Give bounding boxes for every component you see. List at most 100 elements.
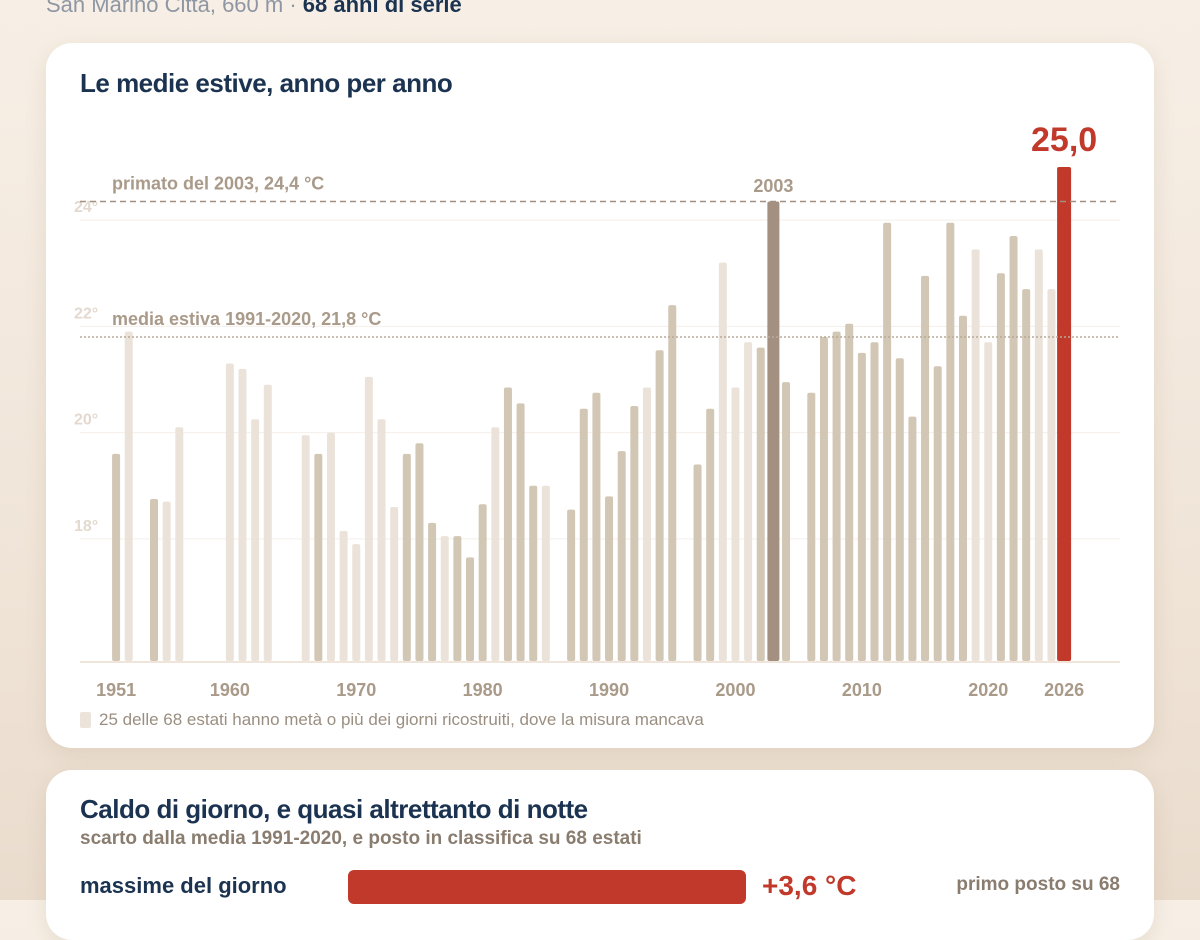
legend-text: 25 delle 68 estati hanno metà o più dei … [99,710,704,729]
bar-1966 [301,435,310,661]
anomaly-bar [348,870,746,904]
reference-label-normal: media estiva 1991-2020, 21,8 °C [112,309,381,329]
bar-1978 [453,536,462,661]
bar-1973 [390,506,399,661]
bar-2010 [857,352,866,661]
header-series-count: 68 anni di serie [302,0,462,17]
anomaly-rank: primo posto su 68 [956,874,1120,895]
bar-1987 [567,509,576,661]
bar-2019 [971,249,980,662]
bar-1984 [529,485,538,661]
summer-averages-chart: 18° 20° 22° 24° primato del 2003, 24,4 °C med… [74,121,1120,700]
xtick-label-1970: 1970 [336,680,376,700]
bar-1997 [693,464,702,661]
bar-1983 [516,403,525,661]
bar-1956 [175,427,184,661]
ytick-label-18: 18° [74,518,98,535]
bar-1977 [440,536,449,661]
xtick-label-2020: 2020 [968,680,1008,700]
anomaly-row-max: massime del giorno +3,6 °C primo posto s… [80,870,1120,904]
bar-1994 [655,350,664,661]
bar-1999 [718,262,727,661]
bar-2014 [908,416,917,661]
annotation-current-value: 25,0 [1031,121,1097,159]
xtick-label-1960: 1960 [210,680,250,700]
card2-subtitle: scarto dalla media 1991-2020, e posto in… [80,828,642,849]
bar-1993 [642,387,651,661]
chart-legend: 25 delle 68 estati hanno metà o più dei … [80,710,704,730]
header-separator: · [283,0,303,17]
bar-2025 [1047,289,1056,661]
xtick-label-2010: 2010 [842,680,882,700]
bar-1967 [314,453,323,661]
bar-1981 [491,427,500,661]
bar-2022 [1009,236,1018,661]
xtick-label-2026: 2026 [1044,680,1084,700]
summer-averages-card: Le medie estive, anno per anno 18° 20° 22°… [46,43,1154,748]
header-subline: San Marino Città, 660 m · 68 anni di ser… [46,0,462,18]
bar-1979 [466,557,475,661]
bar-1988 [579,408,588,661]
bar-1952 [124,331,133,661]
bar-1974 [402,453,411,661]
bar-1962 [251,419,260,661]
bar-1972 [377,419,386,661]
bar-1975 [415,443,424,661]
legend-swatch-reconstructed [80,712,91,728]
bar-1970 [352,544,361,661]
bar-2017 [946,222,955,661]
bar-2007 [819,336,828,661]
bar-1998 [706,408,715,661]
bar-2006 [807,392,816,661]
bar-1985 [541,485,550,661]
bar-2015 [921,275,930,661]
bar-1976 [428,522,437,661]
annotation-record-year: 2003 [753,176,793,196]
card2-title: Caldo di giorno, e quasi altrettanto di … [80,794,588,824]
xtick-label-1980: 1980 [463,680,503,700]
ytick-label-22: 22° [74,305,98,322]
bar-1960 [225,363,234,661]
bar-1995 [668,305,677,661]
xtick-label-1990: 1990 [589,680,629,700]
ytick-label-24: 24° [74,199,98,216]
day-night-card: Caldo di giorno, e quasi altrettanto di … [46,770,1154,940]
bar-2026 [1057,167,1072,661]
bar-1954 [150,498,159,661]
bar-1969 [339,530,348,661]
bar-1992 [630,406,639,661]
bar-2024 [1034,249,1043,662]
bar-2020 [984,342,993,661]
bar-1968 [326,432,335,661]
bar-2013 [895,358,904,661]
bar-1951 [112,453,121,661]
reference-label-record: primato del 2003, 24,4 °C [112,174,324,194]
bar-2008 [832,331,841,661]
bar-2004 [782,382,791,661]
anomaly-value: +3,6 °C [762,870,857,901]
header-location: San Marino Città, 660 m [46,0,284,17]
xtick-label-1951: 1951 [96,680,136,700]
bar-2002 [756,347,765,661]
bar-1989 [592,392,601,661]
bar-2016 [933,366,942,661]
row-label: massime del giorno [80,873,287,898]
xtick-label-2000: 2000 [715,680,755,700]
bar-2018 [958,315,967,661]
bar-2023 [1022,289,1031,661]
bar-1980 [478,504,487,661]
bar-2000 [731,387,740,661]
bar-1982 [503,387,512,661]
bar-2009 [845,323,854,661]
bar-1991 [617,451,626,661]
chart-title: Le medie estive, anno per anno [80,68,453,98]
bar-1955 [162,501,171,661]
bar-2011 [870,342,879,661]
bar-1963 [263,384,272,661]
bar-1971 [364,376,373,661]
bar-2003 [767,201,780,661]
bar-2001 [744,342,753,661]
bar-2012 [883,222,892,661]
bar-1990 [605,496,614,661]
ytick-label-20: 20° [74,412,98,429]
